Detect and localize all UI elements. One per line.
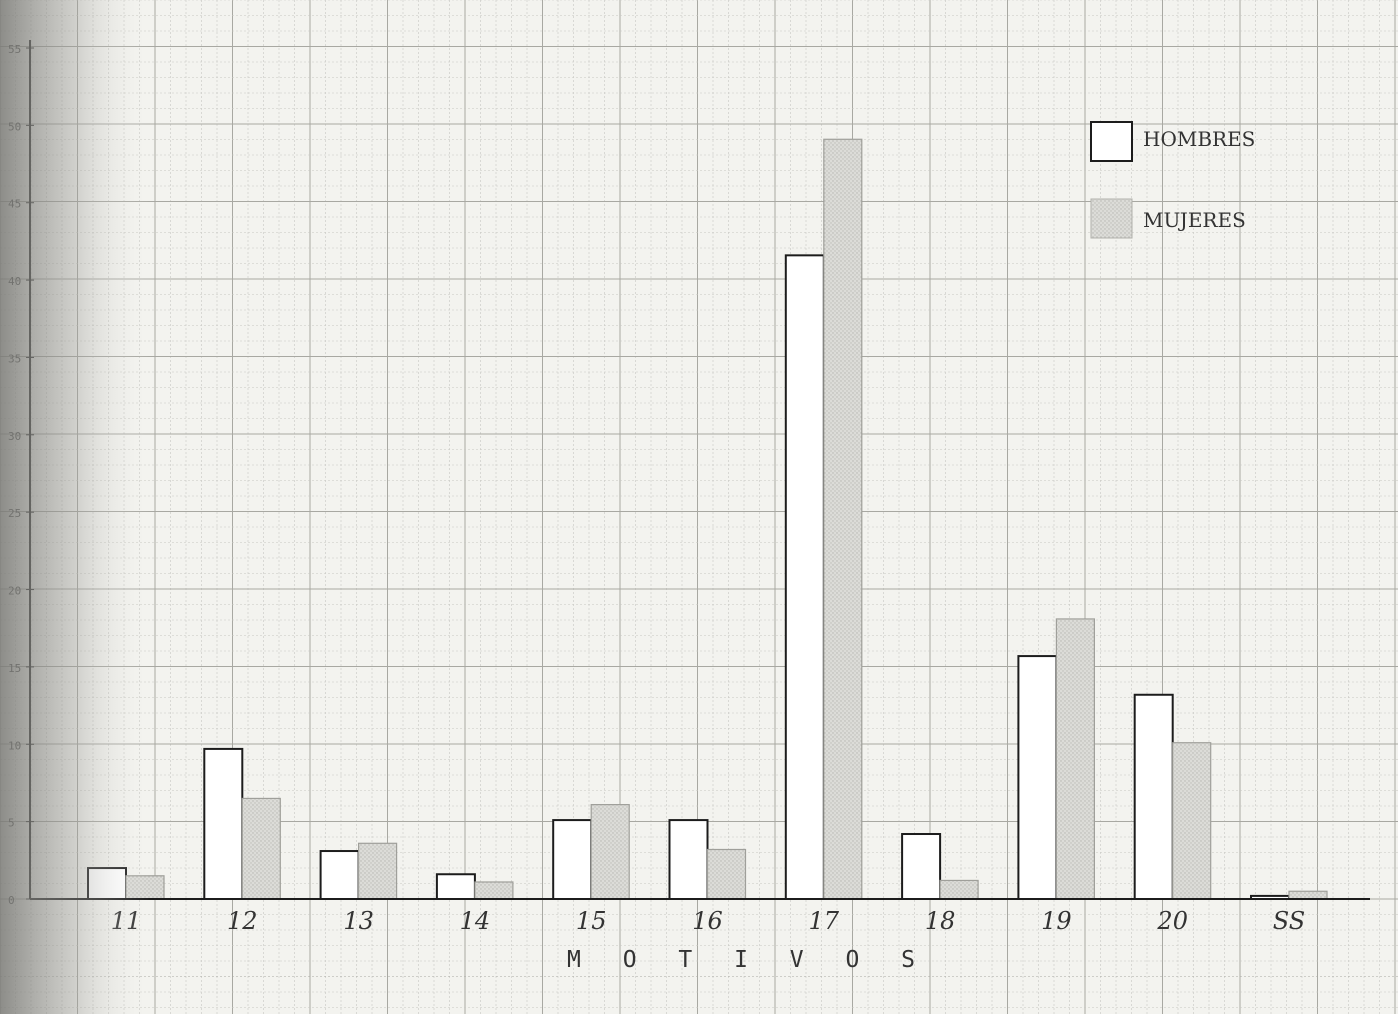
x-category-label: 19	[1041, 907, 1072, 935]
bar-hombres-14	[435, 873, 476, 901]
x-category-label: 13	[343, 907, 374, 935]
x-axis-label: M O T I V O S	[567, 947, 929, 973]
bars	[87, 138, 1328, 901]
bar-mujeres-19	[1055, 618, 1096, 900]
scan-shadow	[0, 0, 150, 1014]
x-category-label: 16	[692, 907, 723, 935]
legend-swatch-hombres	[1090, 121, 1133, 162]
bar-mujeres-12	[241, 797, 281, 900]
bar-hombres-18	[901, 833, 942, 900]
legend: HOMBRES MUJERES	[1090, 121, 1255, 239]
x-category-label: 17	[809, 907, 840, 935]
bar-hombres-12	[203, 747, 244, 900]
bar-mujeres-ss	[1288, 890, 1328, 900]
legend-label-hombres: HOMBRES	[1143, 127, 1255, 151]
x-category-label: 18	[925, 907, 956, 935]
x-category-labels: 11121314151617181920SS	[111, 907, 1306, 935]
bar-mujeres-16	[706, 848, 747, 900]
bar-mujeres-15	[590, 804, 630, 900]
bar-hombres-19	[1017, 655, 1058, 900]
bar-hombres-20	[1133, 693, 1174, 901]
x-category-label: 12	[227, 907, 258, 935]
x-category-label: 14	[460, 907, 491, 935]
x-category-label: 20	[1156, 907, 1188, 935]
bar-mujeres-14	[474, 881, 514, 900]
bar-hombres-17	[784, 254, 825, 901]
bar-hombres-16	[668, 819, 709, 901]
bar-mujeres-20	[1172, 742, 1212, 900]
bar-mujeres-18	[939, 879, 979, 900]
bar-mujeres-13	[358, 842, 398, 900]
bar-mujeres-17	[823, 138, 863, 900]
legend-swatch-mujeres	[1090, 198, 1133, 239]
x-category-label: SS	[1273, 907, 1305, 935]
x-category-label: 15	[576, 907, 607, 935]
bar-hombres-15	[552, 819, 593, 901]
bar-hombres-13	[319, 850, 360, 900]
legend-label-mujeres: MUJERES	[1143, 208, 1246, 232]
